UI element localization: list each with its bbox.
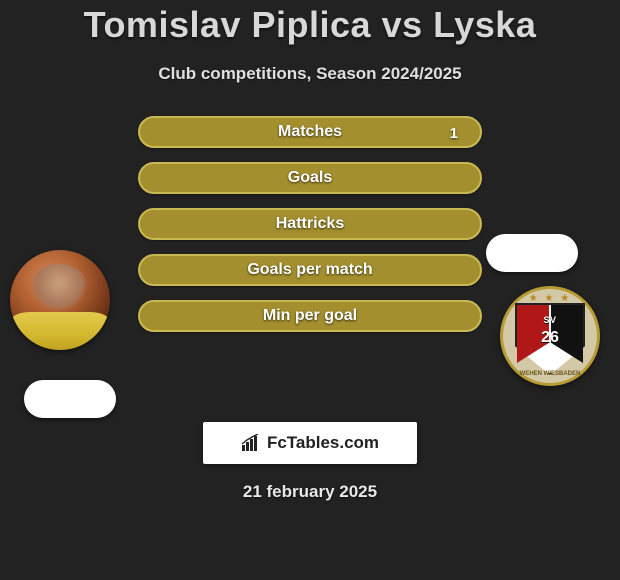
stat-label: Goals per match — [247, 261, 372, 279]
stat-label: Goals — [288, 169, 332, 187]
stat-bar-goals: Goals — [138, 162, 482, 194]
page-subtitle: Club competitions, Season 2024/2025 — [0, 64, 620, 84]
badge-stars-icon: ★ ★ ★ — [515, 293, 585, 304]
club-badge: ★ ★ ★ SV 26 WEHEN WIESBADEN — [500, 286, 600, 386]
site-label: FcTables.com — [267, 433, 379, 453]
bar-chart-icon — [241, 434, 261, 452]
stat-bar-goals-per-match: Goals per match — [138, 254, 482, 286]
stat-label: Hattricks — [276, 215, 344, 233]
stats-area: ★ ★ ★ SV 26 WEHEN WIESBADEN Matches 1 Go… — [0, 116, 620, 406]
site-attribution[interactable]: FcTables.com — [203, 422, 417, 464]
stat-bar-hattricks: Hattricks — [138, 208, 482, 240]
page-title: Tomislav Piplica vs Lyska — [0, 0, 620, 46]
stat-bar-min-per-goal: Min per goal — [138, 300, 482, 332]
badge-ring-text: WEHEN WIESBADEN — [515, 371, 585, 377]
stat-bar-matches: Matches 1 — [138, 116, 482, 148]
badge-top-text: SV — [515, 315, 585, 325]
flag-pill-right-side — [486, 234, 578, 272]
flag-pill-left-side — [24, 380, 116, 418]
stat-bars: Matches 1 Goals Hattricks Goals per matc… — [138, 116, 482, 346]
badge-number: 26 — [515, 329, 585, 347]
stat-label: Min per goal — [263, 307, 357, 325]
date-line: 21 february 2025 — [0, 482, 620, 502]
stat-label: Matches — [278, 123, 342, 141]
stat-value-right: 1 — [450, 118, 458, 150]
player-left-photo — [10, 250, 110, 350]
